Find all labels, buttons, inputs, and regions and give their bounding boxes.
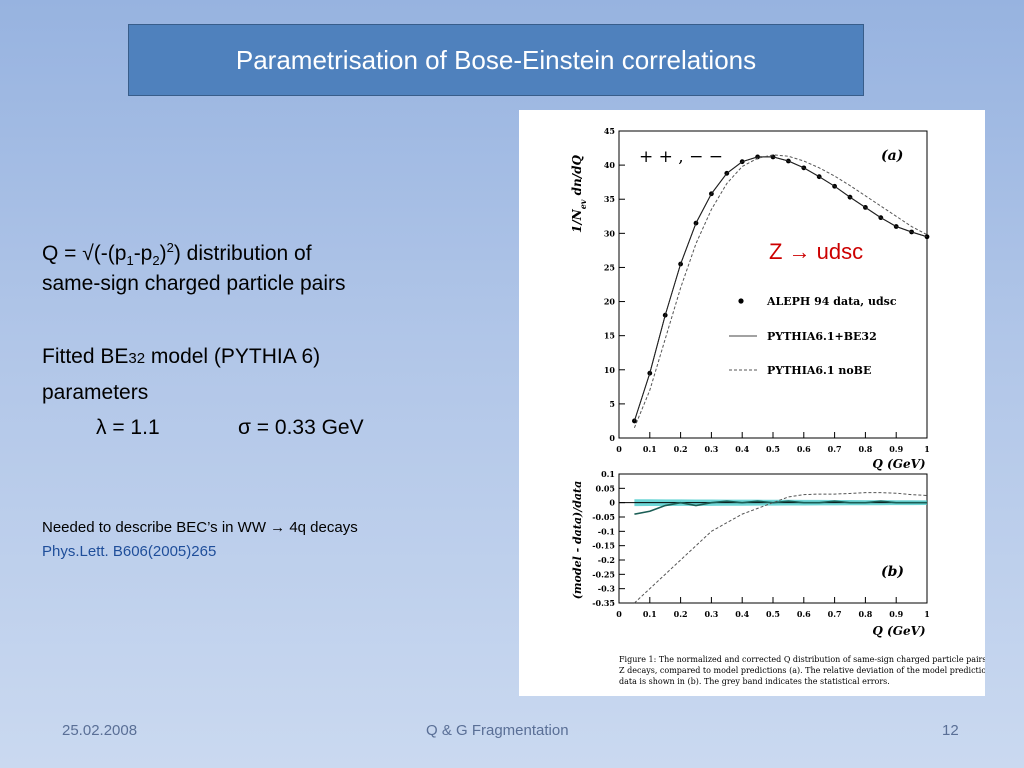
panel-a-series-aleph-94-data-udsc (633, 156, 928, 422)
q-sub-2: 2 (152, 253, 160, 269)
lambda-value: λ = 1.1 (96, 416, 160, 439)
panel-a-xtick-label: 0.7 (828, 444, 842, 454)
panel-b-xtick-label: 0.9 (889, 609, 903, 619)
fitted-suffix: model (PYTHIA 6) (145, 345, 321, 368)
panel-b-ytick-label: -0.2 (598, 555, 615, 565)
caption-line-2: Z decays, compared to model predictions … (619, 666, 985, 675)
panel-b-ytick-label: 0 (609, 498, 615, 508)
sigma-value: σ = 0.33 GeV (238, 416, 364, 439)
legend-be32-label: PYTHIA6.1+BE32 (767, 330, 877, 343)
panel-b-ytick-label: -0.1 (598, 526, 615, 536)
figure-panel: 45 40 35 30 25 20 15 10 5 0 0 0.1 0.2 0.3 0.4 0.5 0.6 0.7… (519, 110, 985, 696)
panel-b-ytick-label: -0.05 (592, 512, 615, 522)
needed-note: Needed to describe BEC’s in WW → 4q deca… (42, 519, 358, 536)
panel-a-ytick-label: 25 (604, 262, 615, 272)
panel-b-series-pythia6-1-be32 (634, 500, 927, 515)
panel-a-xtick-label: 0.5 (766, 444, 780, 454)
panel-b-xtick-label: 0 (616, 609, 622, 619)
panel-a-ytick-label: 10 (604, 365, 616, 375)
panel-b-xtick-label: 0.1 (643, 609, 657, 619)
slide-title: Parametrisation of Bose-Einstein correla… (235, 44, 757, 75)
q-mid: -p (133, 242, 153, 265)
panel-b-xtick-label: 0.7 (828, 609, 842, 619)
panel-b-ytick-label: -0.15 (592, 541, 615, 551)
panel-b-xtick-label: 0.4 (735, 609, 749, 619)
charge-label: + + , − − (639, 147, 723, 167)
z-udsc-annotation: Z → udsc (769, 239, 863, 264)
footer-title: Q & G Fragmentation (426, 722, 569, 739)
panel-b-xlabel: Q (GeV) (872, 624, 925, 638)
reference-link[interactable]: Phys.Lett. B606(2005)265 (42, 543, 217, 560)
panel-a-ytick-label: 20 (604, 297, 616, 307)
panel-b-label: (b) (881, 564, 904, 580)
panel-b-plot: 0.1 0.05 0 -0.05 -0.1 -0.15 -0.2 -0.25 -0.3 -0.35… (592, 469, 930, 619)
panel-a-xtick-label: 1 (924, 444, 930, 454)
panel-a-xtick-label: 0.9 (889, 444, 903, 454)
q-close: ) (159, 242, 167, 265)
caption-line-1: Figure 1: The normalized and corrected Q… (619, 655, 985, 664)
panel-a-ytick-label: 45 (604, 126, 615, 136)
q-definition-line: Q = √(-(p1-p2)2) distribution of (42, 230, 312, 279)
fitted-line: Fitted BE32 model (PYTHIA 6) (42, 339, 320, 377)
pairs-line: same-sign charged particle pairs (42, 272, 346, 295)
panel-a-xtick-label: 0 (616, 444, 622, 454)
panel-a-ytick-label: 40 (604, 160, 616, 170)
panel-b-xtick-label: 0.2 (674, 609, 688, 619)
panel-a-xlabel: Q (GeV) (872, 457, 925, 471)
panel-b-xtick-label: 1 (924, 609, 930, 619)
fitted-prefix: Fitted BE (42, 345, 129, 368)
panel-a-frame (618, 130, 928, 439)
footer-date: 25.02.2008 (62, 722, 138, 739)
legend-marker-data (738, 298, 744, 304)
caption-line-3: data is shown in (b). The grey band indi… (619, 677, 890, 686)
panel-a-xtick-label: 0.1 (643, 444, 657, 454)
panel-a-ytick-label: 30 (604, 228, 616, 238)
panel-b-ytick-label: -0.35 (592, 598, 615, 608)
panel-a-ytick-label: 0 (609, 433, 615, 443)
slide-title-box: Parametrisation of Bose-Einstein correla… (128, 24, 864, 96)
panel-a-xtick-label: 0.3 (704, 444, 718, 454)
panel-a-xtick-label: 0.8 (858, 444, 872, 454)
panel-b-ytick-label: -0.25 (592, 569, 615, 579)
panel-b-ytick-label: 0.1 (601, 469, 615, 479)
panel-a-ytick-label: 5 (609, 399, 615, 409)
panel-a-label: (a) (881, 148, 903, 164)
q-sub-1: 1 (126, 253, 134, 269)
legend-data-label: ALEPH 94 data, udsc (766, 295, 897, 308)
panel-b-frame (618, 473, 928, 604)
fitted-sub: 32 (128, 350, 146, 367)
panel-b-ylabel: (model - data)/data (571, 481, 584, 600)
panel-a-series-pythia6-1-nobe (633, 154, 928, 428)
data-point (632, 418, 637, 424)
panel-a-xtick-label: 0.4 (735, 444, 749, 454)
panel-b-ytick-label: -0.3 (598, 584, 616, 594)
q-prefix: Q = √(-(p (42, 242, 127, 265)
parameters-line: parameters (42, 381, 149, 404)
q-suffix: ) distribution of (173, 242, 312, 265)
panel-a-xtick-label: 0.6 (797, 444, 811, 454)
panel-a-ytick-label: 15 (604, 331, 615, 341)
panel-b-series-pythia6-1-nobe (634, 492, 928, 604)
panel-a-series-pythia6-1-be32 (633, 156, 928, 422)
footer-page-number: 12 (942, 722, 959, 739)
panel-b-ytick-label: 0.05 (596, 483, 615, 493)
panel-b-xtick-label: 0.3 (704, 609, 718, 619)
q-sup: 2 (166, 240, 174, 255)
panel-b-xtick-label: 0.8 (858, 609, 872, 619)
panel-a-plot: 45 40 35 30 25 20 15 10 5 00 0.1 0.2 0.3 0.4 0.5 0.6 0.7… (604, 126, 930, 454)
panel-a-xtick-label: 0.2 (674, 444, 688, 454)
panel-b-xtick-label: 0.6 (797, 609, 811, 619)
panel-a-ytick-label: 35 (604, 194, 615, 204)
panel-b-xtick-label: 0.5 (766, 609, 780, 619)
panel-a-ylabel: 1/Nev dn/dQ (570, 154, 588, 233)
legend-nobe-label: PYTHIA6.1 noBE (767, 364, 871, 377)
